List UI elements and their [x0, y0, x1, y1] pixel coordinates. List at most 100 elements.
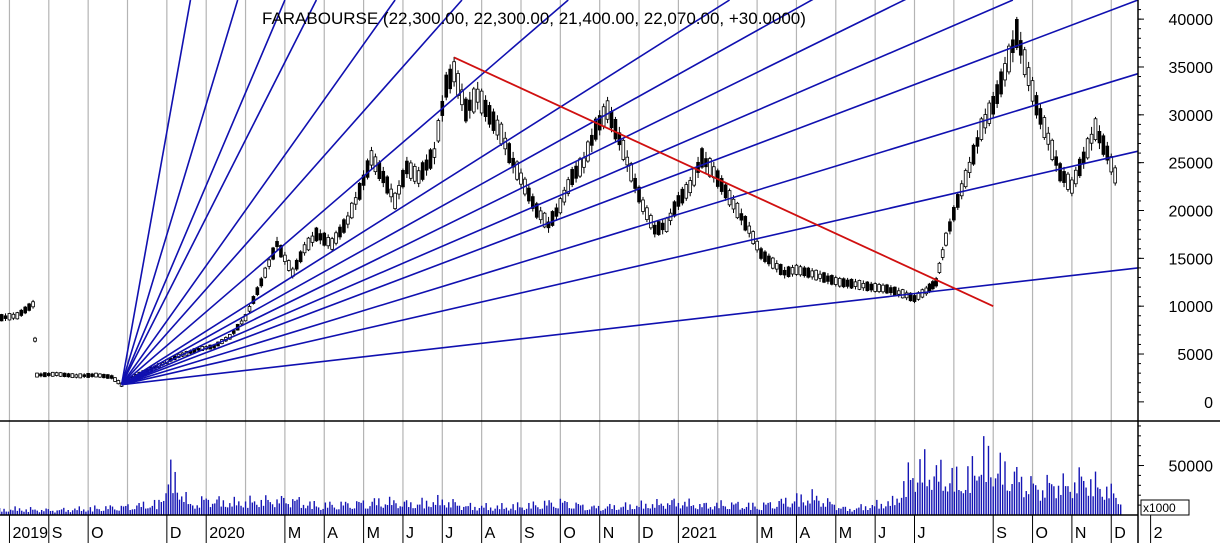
- gann-fan-line: [120, 0, 396, 386]
- price-candle: [534, 203, 539, 218]
- price-candle: [365, 160, 370, 178]
- price-candle: [873, 283, 877, 292]
- price-candle: [479, 90, 484, 114]
- price-candle: [1097, 131, 1102, 144]
- time-tick-label: 2: [1154, 525, 1163, 542]
- price-candle: [1077, 158, 1082, 177]
- time-tick-label: 2020: [209, 525, 245, 542]
- price-candle: [267, 259, 271, 267]
- gann-fan: [120, 0, 1139, 386]
- price-candle: [58, 372, 63, 377]
- price-candle: [259, 278, 264, 287]
- price-candle: [503, 137, 508, 150]
- price-candle: [719, 178, 724, 192]
- price-candle: [298, 251, 303, 263]
- price-candle: [1085, 138, 1090, 159]
- price-candle: [723, 184, 728, 199]
- price-candle: [999, 71, 1003, 95]
- price-candle: [865, 281, 870, 292]
- price-candle: [743, 216, 748, 231]
- price-candle: [318, 233, 323, 241]
- price-candle: [924, 287, 929, 295]
- price-candle: [778, 264, 783, 275]
- time-tick-label: S: [996, 525, 1007, 542]
- price-candle: [837, 278, 842, 287]
- price-candle: [1070, 179, 1074, 194]
- price-candle: [759, 248, 763, 259]
- price-candle: [106, 374, 110, 379]
- price-candle: [464, 98, 468, 122]
- price-candle: [82, 374, 87, 377]
- price-candle: [385, 176, 390, 194]
- gann-fan-line: [121, 267, 1139, 386]
- time-axis-background: [0, 516, 1138, 543]
- price-candle: [3, 315, 8, 319]
- price-candle: [86, 373, 90, 378]
- price-candle: [54, 372, 59, 376]
- price-candle: [660, 222, 665, 231]
- price-candle: [1089, 133, 1094, 144]
- time-tick-label: N: [1075, 525, 1087, 542]
- price-candle: [893, 286, 897, 296]
- gann-fan-line: [120, 0, 318, 386]
- price-candle: [444, 74, 449, 98]
- price-tick-label: 40000: [1169, 12, 1214, 29]
- price-candle: [397, 185, 401, 195]
- price-candle: [971, 144, 976, 165]
- price-candle: [1101, 135, 1106, 155]
- price-candle: [987, 102, 992, 124]
- time-tick-label: O: [91, 525, 103, 542]
- price-candle: [1003, 63, 1007, 81]
- price-candle: [967, 161, 972, 173]
- price-candle: [361, 174, 366, 186]
- price-candle: [231, 330, 236, 334]
- price-candle: [460, 89, 464, 106]
- price-candle: [931, 281, 935, 290]
- price-candle: [43, 372, 47, 378]
- price-candle: [934, 278, 938, 287]
- price-candle: [810, 270, 814, 278]
- time-tick-label: J: [878, 525, 886, 542]
- price-candle: [35, 372, 39, 378]
- price-candle: [27, 303, 31, 311]
- price-candle: [1074, 169, 1078, 185]
- time-tick-label: O: [1036, 525, 1048, 542]
- price-candle: [849, 278, 854, 289]
- price-candle: [570, 169, 574, 185]
- price-candle: [688, 180, 693, 194]
- price-candle: [409, 162, 413, 179]
- price-candle: [853, 281, 858, 287]
- price-tick-label: 30000: [1169, 108, 1214, 125]
- price-candle: [645, 207, 649, 220]
- price-candle: [975, 137, 980, 147]
- price-candle: [1105, 145, 1110, 161]
- price-candle: [19, 309, 24, 316]
- price-candle: [94, 372, 98, 378]
- price-candle: [664, 217, 669, 233]
- price-candle: [798, 266, 803, 276]
- price-candle: [322, 232, 327, 246]
- price-candle: [566, 179, 571, 194]
- price-tick-label: 10000: [1169, 299, 1214, 316]
- time-tick-label: S: [52, 525, 63, 542]
- price-candle: [377, 162, 382, 179]
- price-candle: [495, 119, 500, 136]
- price-candle: [1026, 67, 1031, 86]
- price-candle: [896, 290, 901, 295]
- price-candle: [881, 284, 885, 293]
- price-candle: [845, 279, 850, 287]
- price-candle: [33, 337, 37, 342]
- price-candle: [605, 100, 610, 120]
- price-candle: [452, 61, 456, 83]
- volume-tick-label: 50000: [1169, 459, 1214, 476]
- price-candle: [15, 312, 20, 320]
- price-candle: [593, 118, 598, 140]
- price-candle: [294, 259, 299, 270]
- price-candle: [857, 280, 862, 290]
- price-candle: [822, 272, 826, 283]
- price-candle: [590, 134, 594, 146]
- price-candle: [78, 373, 83, 379]
- price-tick-label: 35000: [1169, 60, 1214, 77]
- price-candle: [531, 196, 535, 209]
- price-candle: [546, 221, 551, 229]
